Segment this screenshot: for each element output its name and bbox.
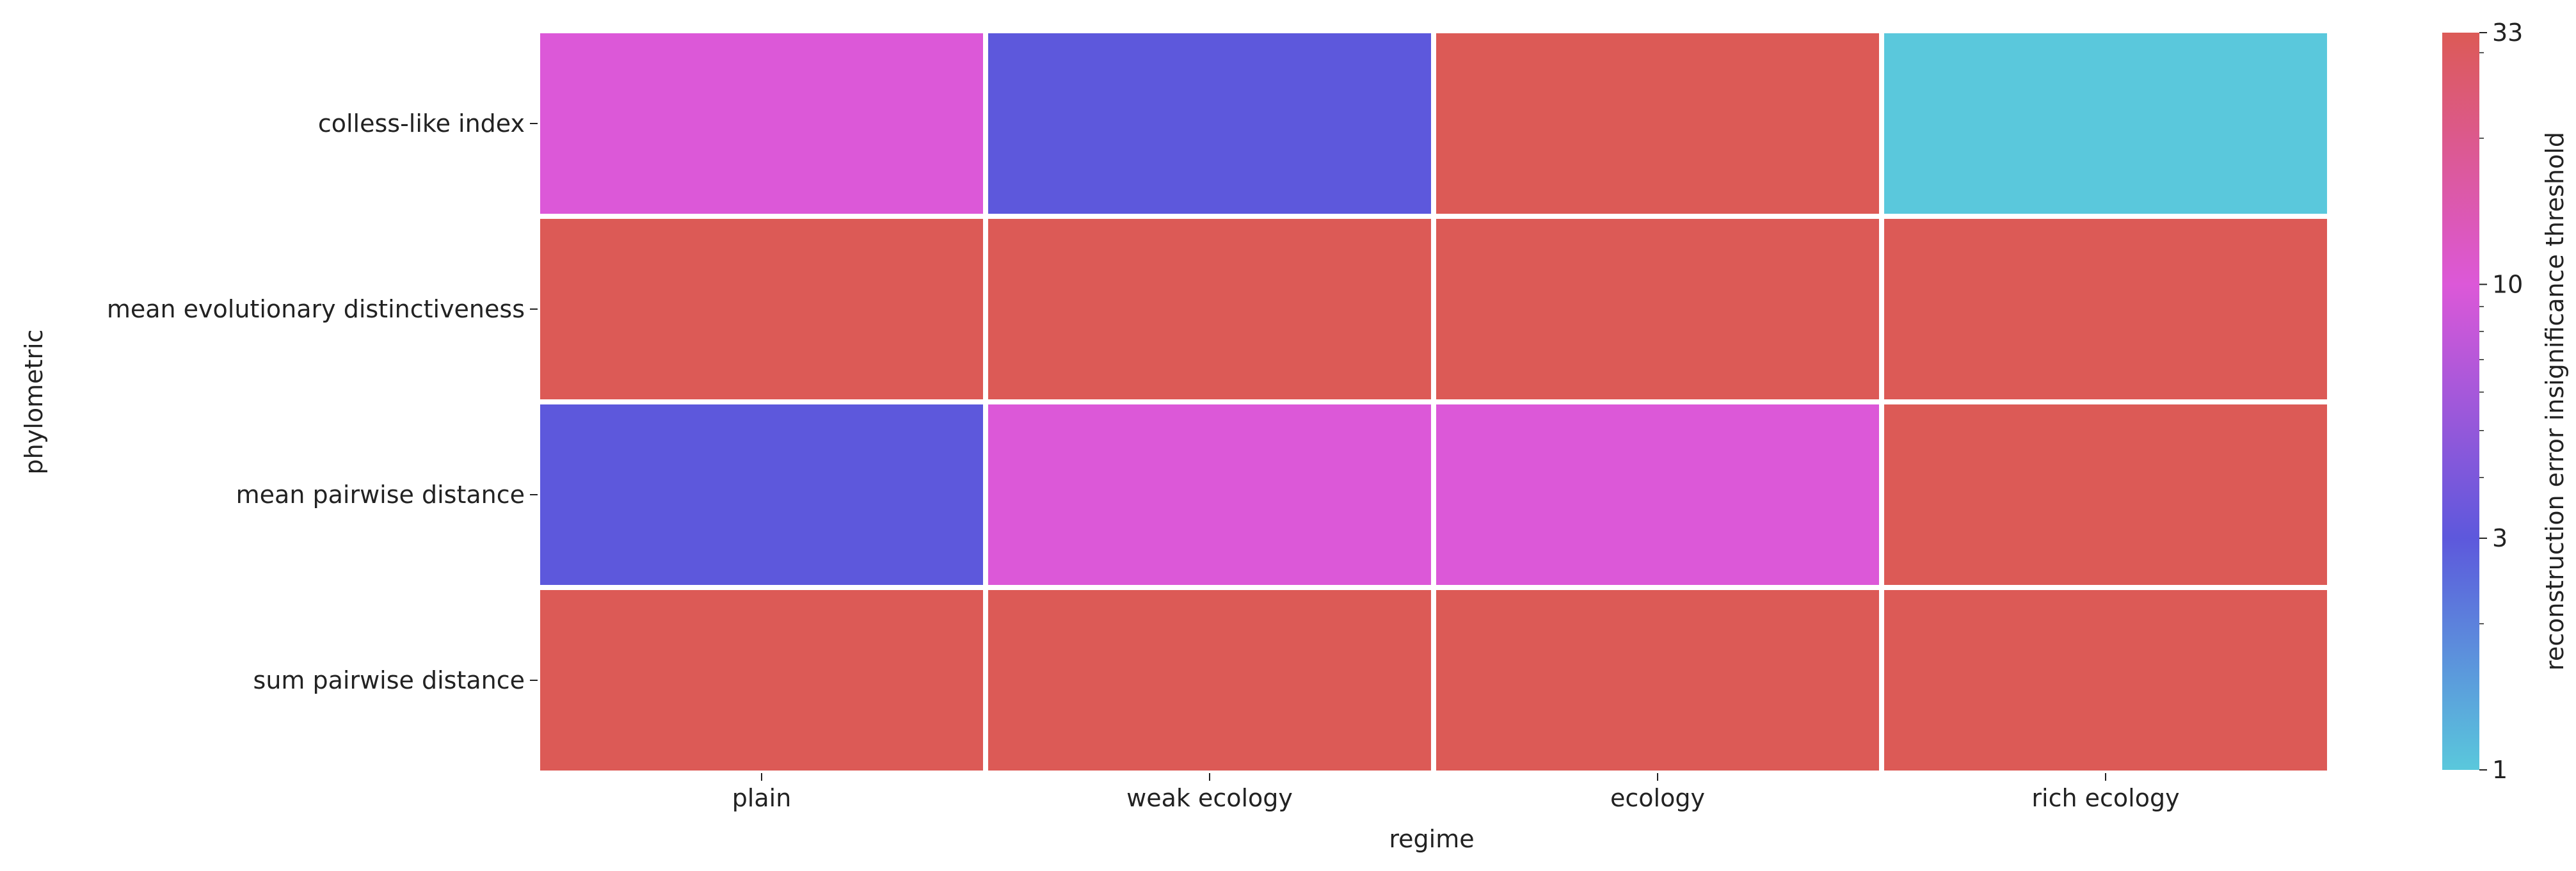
heatmap-cells bbox=[540, 33, 2327, 771]
heatmap-cell-mean-evolutionary-distinctiveness-weak-ecology bbox=[988, 219, 1431, 399]
heatmap-cell-colless-like-index-plain bbox=[540, 33, 983, 214]
y-tick-label: mean evolutionary distinctiveness bbox=[107, 295, 525, 323]
y-tick-label: sum pairwise distance bbox=[253, 666, 525, 694]
heatmap-cell-sum-pairwise-distance-rich-ecology bbox=[1884, 590, 2327, 771]
y-axis: colless-like index mean evolutionary dist… bbox=[107, 109, 538, 694]
y-tick-label: colless-like index bbox=[318, 109, 525, 138]
colorbar bbox=[2442, 33, 2479, 770]
heatmap-cell-mean-evolutionary-distinctiveness-ecology bbox=[1436, 219, 1879, 399]
heatmap-cell-sum-pairwise-distance-ecology bbox=[1436, 590, 1879, 771]
colorbar-tick-label: 1 bbox=[2492, 756, 2508, 784]
colorbar-tick-label: 10 bbox=[2492, 270, 2523, 298]
heatmap-cell-mean-pairwise-distance-plain bbox=[540, 404, 983, 585]
heatmap-cell-mean-pairwise-distance-ecology bbox=[1436, 404, 1879, 585]
heatmap-cell-mean-evolutionary-distinctiveness-rich-ecology bbox=[1884, 219, 2327, 399]
heatmap-cell-colless-like-index-ecology bbox=[1436, 33, 1879, 214]
x-axis: plain weak ecology ecology rich ecology bbox=[732, 773, 2180, 812]
heatmap-cell-sum-pairwise-distance-weak-ecology bbox=[988, 590, 1431, 771]
heatmap-cell-mean-pairwise-distance-rich-ecology bbox=[1884, 404, 2327, 585]
colorbar-ticks: 1 3 10 33 bbox=[2479, 19, 2523, 784]
heatmap-cell-colless-like-index-weak-ecology bbox=[988, 33, 1431, 214]
y-tick-label: mean pairwise distance bbox=[236, 481, 525, 509]
colorbar-tick-label: 3 bbox=[2492, 524, 2508, 552]
heatmap-cell-mean-pairwise-distance-weak-ecology bbox=[988, 404, 1431, 585]
heatmap-cell-mean-evolutionary-distinctiveness-plain bbox=[540, 219, 983, 399]
x-tick-label: plain bbox=[732, 784, 792, 812]
heatmap-cell-colless-like-index-rich-ecology bbox=[1884, 33, 2327, 214]
x-tick-label: weak ecology bbox=[1126, 784, 1293, 812]
colorbar-label: reconstruction error insignificance thre… bbox=[2541, 132, 2569, 671]
y-axis-label: phylometric bbox=[20, 330, 48, 475]
x-axis-label: regime bbox=[1389, 825, 1474, 853]
x-tick-label: rich ecology bbox=[2031, 784, 2179, 812]
colorbar-tick-label: 33 bbox=[2492, 19, 2523, 47]
x-tick-label: ecology bbox=[1610, 784, 1705, 812]
heatmap-cell-sum-pairwise-distance-plain bbox=[540, 590, 983, 771]
